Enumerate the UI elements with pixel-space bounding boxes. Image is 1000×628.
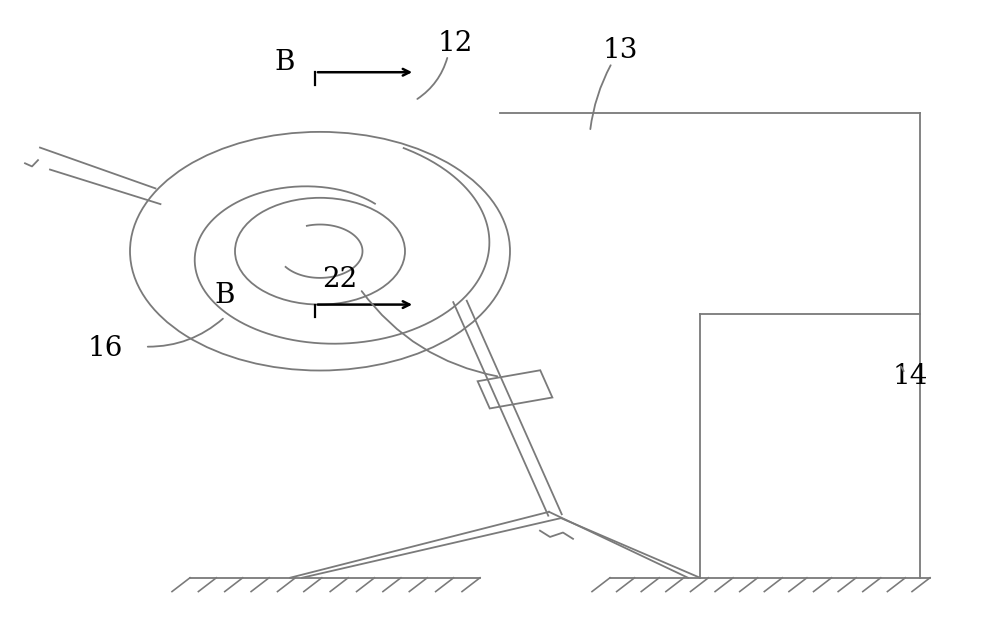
Text: B: B	[275, 50, 295, 76]
Text: 12: 12	[437, 31, 473, 57]
Text: 13: 13	[602, 37, 638, 63]
Text: 22: 22	[322, 266, 358, 293]
Text: 16: 16	[87, 335, 123, 362]
Bar	[478, 371, 552, 408]
Text: 14: 14	[892, 364, 928, 390]
Text: B: B	[215, 282, 235, 308]
